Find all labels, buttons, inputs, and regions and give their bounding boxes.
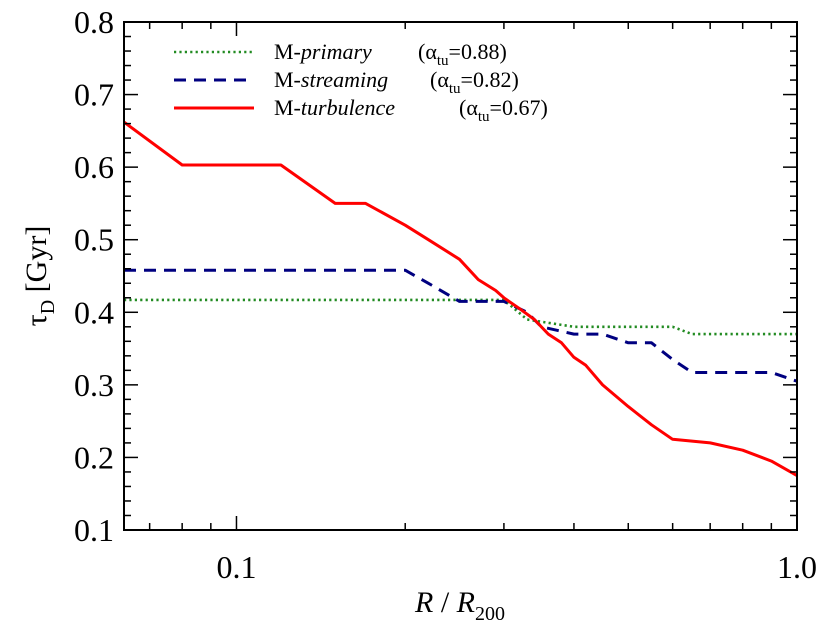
y-tick-label: 0.6	[74, 149, 114, 185]
x-axis-title: R / R200	[414, 586, 505, 623]
legend: M-primary (αtu=0.88) M-streaming (αtu=0.82)…	[174, 39, 548, 125]
y-tick-label: 0.8	[74, 4, 114, 40]
series-line-streaming	[124, 268, 797, 383]
series-line-turbulence	[124, 120, 797, 477]
y-tick-label: 0.4	[74, 294, 114, 330]
legend-label-primary: M-primary	[274, 39, 372, 64]
tick-labels: 0.1 0.2 0.3 0.4 0.5 0.6 0.7 0.8 0.1 1.0	[74, 4, 817, 585]
y-axis-title: τD [Gyr]	[20, 226, 59, 327]
axis-titles: R / R200 τD [Gyr]	[20, 226, 505, 623]
legend-alpha-streaming: (αtu=0.82)	[430, 67, 519, 97]
legend-label-streaming: M-streaming	[274, 67, 388, 92]
x-tick-label: 1.0	[777, 549, 817, 585]
y-tick-label: 0.7	[74, 77, 114, 113]
y-tick-label: 0.1	[74, 512, 114, 548]
x-tick-label: 0.1	[216, 549, 256, 585]
plot-frame	[123, 21, 798, 531]
legend-label-turbulence: M-turbulence	[274, 95, 395, 120]
series-layer	[124, 120, 797, 477]
y-tick-label: 0.2	[74, 439, 114, 475]
y-tick-label: 0.5	[74, 222, 114, 258]
legend-alpha-turbulence: (αtu=0.67)	[459, 95, 548, 125]
y-tick-label: 0.3	[74, 367, 114, 403]
series-line-primary	[124, 298, 797, 336]
axis-ticks	[124, 21, 798, 531]
legend-alpha-primary: (αtu=0.88)	[418, 39, 507, 69]
